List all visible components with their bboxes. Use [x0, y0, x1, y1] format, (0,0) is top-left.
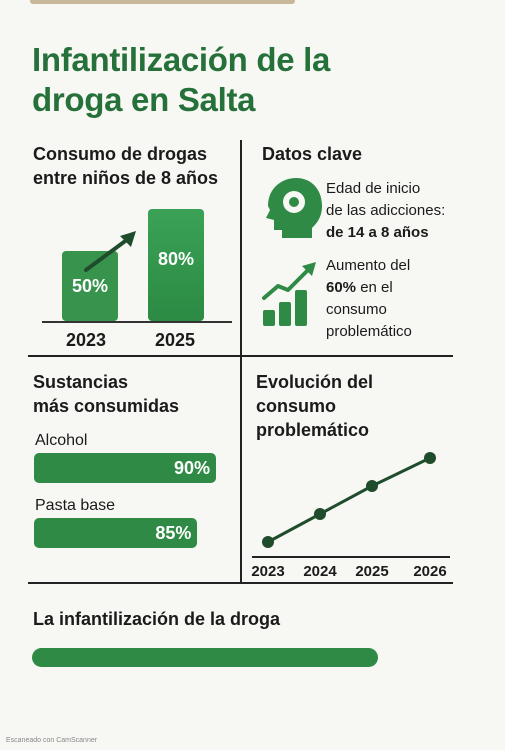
bar-alcohol-label: 90% [173, 457, 210, 478]
title-line-1: Infantilización de la [32, 41, 331, 78]
sustancias-title-line-2: más consumidas [33, 396, 180, 416]
divider-vertical-top [240, 140, 242, 355]
evolucion-line-chart: 2023 2024 2025 2026 [251, 452, 450, 580]
evolucion-title-line-2: consumo [256, 396, 337, 416]
fact2-line2-rest: en el [356, 279, 393, 296]
evolucion-tick-2025: 2025 [355, 563, 388, 580]
bar-2023-label: 50% [71, 275, 109, 296]
fact2-line4: problemático [326, 323, 412, 340]
evolucion-tick-2026: 2026 [413, 563, 446, 580]
sustancias-title-line-1: Sustancias [33, 372, 129, 392]
bar-2023: 50% [62, 251, 118, 321]
fact1-line3: de 14 a 8 años [326, 224, 429, 241]
bar-2025-label: 80% [157, 249, 195, 269]
label-pasta-base: Pasta base [35, 497, 116, 514]
label-alcohol: Alcohol [35, 432, 88, 449]
title-line-2: droga en Salta [32, 81, 256, 118]
head-icon [266, 178, 322, 238]
evolucion-section-title: Evolución del consumo problemático [256, 370, 373, 442]
year-label-2023: 2023 [66, 330, 107, 350]
scanner-footer: Escaneado con CamScanner [6, 737, 98, 744]
growth-chart-icon [262, 262, 316, 326]
evolucion-point-2025 [366, 480, 378, 492]
consumo-title-line-1: Consumo de drogas [33, 144, 208, 164]
consumo-baseline [42, 321, 232, 323]
divider-vertical-bottom [240, 357, 242, 582]
fact-aumento: Aumento del 60% en el consumo problemáti… [326, 255, 412, 343]
evolucion-point-2024 [314, 508, 326, 520]
evolucion-point-2026 [424, 452, 436, 464]
evolucion-series-line [267, 456, 431, 544]
fact2-line1: Aumento del [326, 257, 411, 274]
consumo-title-line-2: entre niños de 8 años [33, 168, 219, 188]
fact1-line1: Edad de inicio [326, 180, 421, 197]
evolucion-title-line-3: problemático [256, 420, 370, 440]
evolucion-point-2023 [262, 536, 274, 548]
bar-alcohol: 90% [34, 453, 216, 483]
trend-arrow-head [120, 231, 136, 247]
fact2-line2-bold: 60% [326, 279, 357, 296]
evolucion-title-line-1: Evolución del [256, 372, 374, 392]
top-edge-strip [30, 0, 295, 4]
evolucion-tick-2023: 2023 [251, 563, 284, 580]
fact1-line2: de las adicciones: [326, 202, 446, 219]
bar-2025: 80% [148, 209, 204, 321]
year-label-2025: 2025 [155, 330, 196, 350]
page-title: Infantilización de la droga en Salta [32, 40, 330, 120]
bottom-section-title: La infantilización de la droga [33, 609, 281, 629]
fact2-line3: consumo [326, 301, 387, 318]
bar-pasta-base-label: 85% [155, 522, 192, 543]
datos-section-title: Datos clave [262, 144, 363, 164]
divider-horizontal-bottom [28, 582, 453, 584]
fact-edad-inicio: Edad de inicio de las adicciones: de 14 … [326, 178, 445, 244]
consumo-trend-arrow-svg [84, 231, 136, 272]
consumo-section-title: Consumo de drogas entre niños de 8 años [33, 142, 218, 190]
evolucion-tick-2024: 2024 [303, 563, 337, 580]
bottom-progress-bar [32, 648, 378, 667]
trend-arrow-line [84, 237, 130, 272]
divider-horizontal-middle [28, 355, 453, 357]
bar-pasta-base: 85% [34, 518, 198, 548]
sustancias-section-title: Sustancias más consumidas [33, 370, 179, 418]
